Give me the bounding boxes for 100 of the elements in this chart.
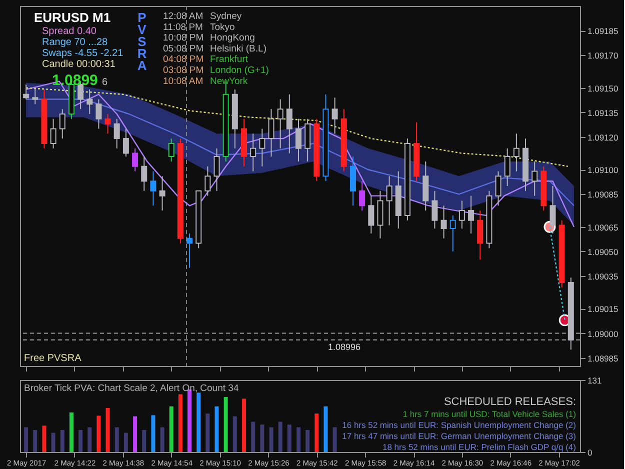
y-tick-label: 1.09100 <box>588 165 618 176</box>
y-tick-label: 1.09000 <box>588 328 618 339</box>
annotation: PVSRA <box>137 10 148 73</box>
candlestick <box>250 133 256 172</box>
y-tick-label: 1.09050 <box>588 246 618 257</box>
annotation: SCHEDULED RELEASES: <box>444 396 576 408</box>
bar <box>260 424 264 452</box>
annotation: Tokyo <box>210 22 235 33</box>
candlestick <box>86 88 93 114</box>
annotation: Sydney <box>210 11 242 22</box>
candlestick <box>159 176 166 212</box>
bar <box>278 422 282 452</box>
bar <box>314 414 319 452</box>
annotation: 11:08 PM <box>163 22 204 33</box>
candlestick <box>359 180 366 212</box>
candlestick <box>368 195 374 234</box>
candlestick <box>504 148 510 186</box>
bar <box>206 414 210 452</box>
y-tick-label: 1.08985 <box>588 353 618 364</box>
bar <box>306 430 310 452</box>
y-tick-label: 1.09170 <box>588 50 618 61</box>
bar <box>214 406 219 452</box>
bar <box>332 427 337 452</box>
candlestick <box>122 128 129 158</box>
bar <box>69 412 74 452</box>
annotation: 12:08 AM <box>163 11 204 22</box>
ref-line-label: 1.08996 <box>328 342 361 352</box>
candlestick <box>259 128 266 167</box>
candlestick <box>114 118 120 149</box>
candlestick <box>458 200 465 230</box>
candlestick <box>386 176 392 226</box>
bar <box>60 430 64 452</box>
candlestick <box>550 186 556 234</box>
y-tick-label: 0 <box>588 448 592 458</box>
bar <box>24 427 28 452</box>
annotation: London (G+1) <box>210 65 269 76</box>
candlestick <box>96 98 102 130</box>
candlestick <box>468 195 474 234</box>
candlestick <box>132 148 138 172</box>
candlestick <box>450 214 456 252</box>
annotation: HongKong <box>210 32 255 44</box>
y-tick-label: 1.09015 <box>588 304 618 314</box>
annotation: 05:08 PM <box>163 43 204 54</box>
candlestick <box>295 118 302 162</box>
candlestick <box>59 108 66 140</box>
candlestick <box>150 170 156 206</box>
annotation: Swaps -4.55 -2.21 <box>42 48 124 59</box>
y-tick-label: 1.09035 <box>588 272 618 282</box>
bar <box>106 408 110 452</box>
bar <box>51 432 56 452</box>
annotation: Free PVSRA <box>24 353 82 364</box>
candlestick <box>277 98 284 149</box>
bar <box>269 427 274 452</box>
y-tick-label: 1.09120 <box>588 132 618 142</box>
annotation: 16 hrs 52 mins until EUR: Spanish Unemployment Change (2) <box>342 420 576 430</box>
annotation: 1 hrs 7 mins until USD: Total Vehicle Sales (1) <box>402 409 576 419</box>
bar <box>196 392 201 452</box>
candlestick <box>513 133 520 172</box>
y-tick-label: 1.09150 <box>588 83 618 94</box>
candlestick <box>268 108 274 158</box>
annotation: 18 hrs 52 mins until EUR: Prelim Flash GDP q/q (4) <box>382 442 576 452</box>
candlestick <box>286 94 292 154</box>
annotation: 6 <box>102 77 108 88</box>
bar <box>124 432 128 452</box>
annotation: Candle 00:00:31 <box>42 59 116 70</box>
bar <box>114 427 119 452</box>
bar <box>178 394 182 452</box>
candlestick <box>141 156 148 192</box>
annotation: 10:08 PM <box>163 32 204 44</box>
bar <box>287 424 292 452</box>
annotation: EURUSD M1 <box>34 10 111 25</box>
y-tick-label: 1.09185 <box>588 26 618 36</box>
bar <box>242 398 246 452</box>
bar <box>88 427 92 452</box>
bar <box>151 415 156 452</box>
annotation: Frankfurt <box>210 54 248 66</box>
bar <box>142 430 146 452</box>
annotation: Spread 0.40 <box>42 26 97 37</box>
candlestick <box>50 118 56 149</box>
bar <box>160 427 164 452</box>
candlestick <box>477 210 484 260</box>
candlestick <box>186 232 193 268</box>
bar <box>251 422 256 452</box>
bar <box>232 416 237 452</box>
bar <box>296 427 300 452</box>
candlestick <box>432 190 438 230</box>
candlestick <box>440 205 447 239</box>
bar <box>42 426 46 452</box>
candlestick <box>168 138 174 162</box>
annotation: NewYork <box>210 76 248 87</box>
candlestick <box>204 166 211 196</box>
bar <box>224 397 228 452</box>
bar <box>96 416 101 452</box>
y-tick-label: 1.09065 <box>588 222 618 232</box>
annotation: 04:08 PM <box>163 54 204 66</box>
y-tick-label: 1.09135 <box>588 108 618 118</box>
candlestick <box>332 97 338 134</box>
candlestick <box>104 114 111 134</box>
annotation: Broker Tick PVA: Chart Scale 2, Alert On, Count 34 <box>24 383 239 394</box>
candlestick <box>214 148 220 192</box>
